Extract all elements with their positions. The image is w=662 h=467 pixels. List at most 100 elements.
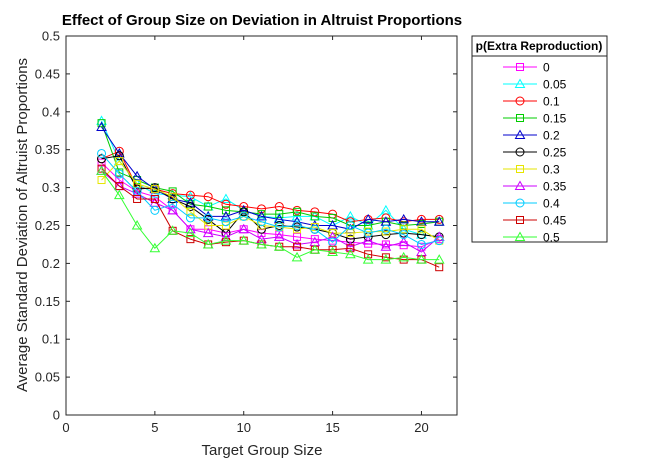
- series-0.5: [96, 165, 445, 264]
- x-tick-label: 20: [414, 420, 428, 435]
- data-point: [328, 245, 337, 254]
- legend-label: 0.1: [543, 95, 560, 109]
- data-point: [416, 254, 427, 264]
- data-point: [150, 194, 159, 203]
- data-point: [417, 225, 426, 234]
- data-point: [149, 188, 161, 198]
- chart-title: Effect of Group Size on Deviation in Alt…: [62, 12, 462, 29]
- y-tick-label: 0: [53, 408, 60, 423]
- data-point: [114, 169, 124, 179]
- data-point: [185, 227, 196, 238]
- data-point: [398, 236, 410, 247]
- legend-marker: [514, 129, 526, 139]
- legend-label: 0.4: [543, 197, 560, 211]
- legend-entry: 0.45: [503, 214, 567, 228]
- legend: p(Extra Reproduction) 0 0.05 0.1 0.15 0.2 0.2…: [471, 35, 608, 245]
- data-point: [362, 235, 374, 245]
- data-point: [345, 221, 355, 230]
- data-point: [185, 191, 196, 201]
- legend-label: 0.15: [543, 112, 567, 126]
- data-point: [275, 210, 284, 219]
- y-tick-label: 0.3: [42, 180, 60, 195]
- data-point: [310, 212, 319, 221]
- data-point: [291, 210, 303, 221]
- data-point: [327, 231, 338, 241]
- x-tick-label: 15: [325, 420, 339, 435]
- data-point: [131, 170, 143, 181]
- data-point: [273, 241, 285, 251]
- legend-marker: [516, 63, 524, 71]
- legend-marker: [515, 147, 525, 157]
- data-point: [346, 244, 355, 253]
- data-point: [433, 254, 445, 264]
- legend-title: p(Extra Reproduction): [476, 39, 603, 53]
- legend-entry: 0.35: [503, 180, 567, 194]
- data-point: [362, 213, 374, 224]
- legend-entry: 0.1: [503, 95, 560, 109]
- x-tick-label: 10: [236, 420, 250, 435]
- data-point: [399, 225, 408, 234]
- legend-label: 0.5: [543, 231, 560, 245]
- data-point: [221, 206, 230, 215]
- data-point: [416, 230, 426, 240]
- data-point: [115, 176, 124, 185]
- data-point: [398, 213, 410, 224]
- data-point: [433, 231, 445, 241]
- data-point: [185, 213, 195, 223]
- data-point: [293, 242, 302, 251]
- data-point: [203, 192, 213, 202]
- data-point: [256, 233, 267, 244]
- data-point: [399, 230, 409, 240]
- legend-label: 0.3: [543, 163, 560, 177]
- series-layer: [96, 115, 445, 272]
- data-point: [96, 121, 107, 131]
- data-point: [97, 148, 107, 158]
- data-point: [202, 238, 214, 249]
- legend-marker: [514, 180, 526, 190]
- data-point: [416, 216, 427, 226]
- data-point: [185, 202, 195, 212]
- data-point: [204, 202, 213, 211]
- data-point: [238, 204, 250, 215]
- data-point: [168, 199, 178, 209]
- data-point: [362, 254, 374, 264]
- legend-entries: 0 0.05 0.1 0.15 0.2 0.25 0.3 0.35 0.4 0.45 0.5: [503, 61, 567, 245]
- legend-label: 0: [543, 61, 550, 75]
- legend-entry: 0.3: [503, 163, 560, 177]
- data-point: [416, 214, 426, 224]
- series-0.4: [97, 148, 444, 249]
- legend-marker: [516, 114, 524, 122]
- data-point: [167, 204, 178, 215]
- legend-entry: 0.4: [503, 197, 560, 211]
- ticks-layer: 0 5 10 15 20 0 0.05 0.1 0.15 0.2 0.25 0.3 0.35 0.4 0.4…: [35, 29, 457, 435]
- data-point: [220, 235, 232, 245]
- data-point: [291, 238, 303, 249]
- data-point: [113, 147, 125, 158]
- data-point: [435, 263, 444, 272]
- data-point: [150, 205, 160, 215]
- data-point: [327, 246, 338, 257]
- data-point: [97, 164, 106, 173]
- legend-entry: 0.25: [503, 146, 567, 160]
- y-tick-label: 0.45: [35, 66, 60, 81]
- y-tick-label: 0.1: [42, 332, 60, 347]
- data-point: [257, 217, 266, 227]
- data-point: [132, 184, 142, 194]
- data-point: [220, 210, 232, 221]
- y-tick-label: 0.4: [42, 104, 60, 119]
- data-point: [416, 239, 426, 249]
- data-point: [274, 222, 284, 232]
- data-point: [398, 251, 410, 262]
- data-point: [238, 235, 250, 245]
- data-point: [381, 224, 391, 234]
- data-point: [221, 199, 231, 209]
- data-point: [167, 225, 178, 235]
- y-tick-label: 0.15: [35, 294, 60, 309]
- data-point: [363, 228, 373, 238]
- legend-label: 0.25: [543, 146, 567, 160]
- data-point: [97, 176, 106, 185]
- data-point: [220, 193, 232, 203]
- data-point: [133, 194, 142, 203]
- data-point: [186, 207, 195, 216]
